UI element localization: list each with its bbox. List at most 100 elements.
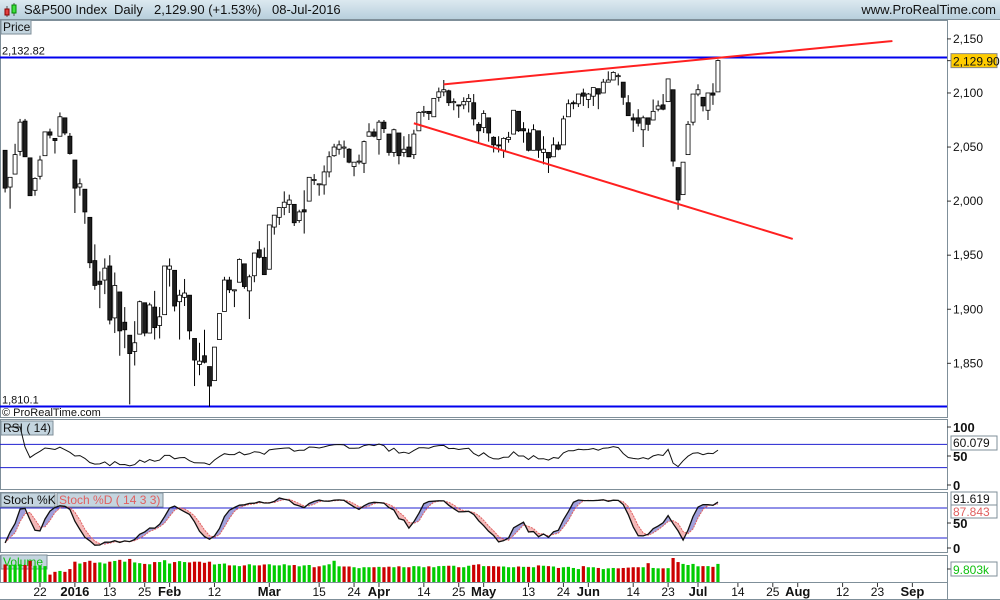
candle[interactable] xyxy=(261,256,267,276)
candle[interactable] xyxy=(197,360,202,365)
candle[interactable] xyxy=(306,176,312,202)
candle[interactable] xyxy=(341,146,347,149)
candle[interactable] xyxy=(271,214,277,228)
candle[interactable] xyxy=(32,178,38,191)
candle[interactable] xyxy=(386,133,392,153)
candle[interactable] xyxy=(635,117,641,124)
candle[interactable] xyxy=(182,292,187,298)
candle[interactable] xyxy=(227,279,232,291)
candle[interactable] xyxy=(521,128,526,132)
candle[interactable] xyxy=(715,60,721,93)
candle[interactable] xyxy=(466,97,472,103)
candle[interactable] xyxy=(177,294,182,303)
candle[interactable] xyxy=(366,131,372,137)
candle[interactable] xyxy=(675,167,681,201)
candle[interactable] xyxy=(142,302,148,334)
candle[interactable] xyxy=(660,104,666,110)
candle[interactable] xyxy=(381,121,387,130)
candle[interactable] xyxy=(222,279,227,312)
candle[interactable] xyxy=(172,269,177,307)
candle[interactable] xyxy=(291,203,297,224)
candle[interactable] xyxy=(107,265,113,321)
candle[interactable] xyxy=(486,117,492,134)
candle[interactable] xyxy=(700,96,706,107)
candle[interactable] xyxy=(605,79,611,83)
candle[interactable] xyxy=(246,276,252,292)
candle[interactable] xyxy=(566,103,571,118)
candle[interactable] xyxy=(680,161,686,196)
candle[interactable] xyxy=(217,313,222,340)
candle[interactable] xyxy=(371,131,377,137)
candle[interactable] xyxy=(391,129,397,153)
candle[interactable] xyxy=(207,366,212,387)
candle[interactable] xyxy=(625,102,631,117)
candle[interactable] xyxy=(311,179,317,181)
candle[interactable] xyxy=(531,129,536,151)
candle[interactable] xyxy=(421,110,427,113)
candle[interactable] xyxy=(236,259,242,283)
candle[interactable] xyxy=(62,117,68,134)
candle[interactable] xyxy=(536,130,541,151)
candle[interactable] xyxy=(57,116,63,137)
candle[interactable] xyxy=(670,89,676,162)
candle[interactable] xyxy=(640,117,646,131)
candle[interactable] xyxy=(316,183,322,186)
candle[interactable] xyxy=(650,110,656,121)
candle[interactable] xyxy=(82,188,88,213)
candle[interactable] xyxy=(326,156,332,173)
candle[interactable] xyxy=(590,87,596,97)
candle[interactable] xyxy=(336,144,342,150)
candle[interactable] xyxy=(162,265,168,316)
candle[interactable] xyxy=(441,89,447,93)
candle[interactable] xyxy=(266,224,272,270)
candle[interactable] xyxy=(132,342,138,352)
candle[interactable] xyxy=(376,121,382,140)
candle[interactable] xyxy=(690,93,696,123)
candle[interactable] xyxy=(67,135,73,154)
candle[interactable] xyxy=(37,159,43,177)
candle[interactable] xyxy=(615,75,621,78)
candle[interactable] xyxy=(296,211,302,221)
candle[interactable] xyxy=(192,338,197,361)
candle[interactable] xyxy=(27,157,33,197)
candle[interactable] xyxy=(202,355,207,363)
candle[interactable] xyxy=(7,176,13,188)
candle[interactable] xyxy=(580,92,586,97)
candle[interactable] xyxy=(331,146,337,157)
candle[interactable] xyxy=(112,285,118,319)
candle[interactable] xyxy=(436,91,442,98)
candle[interactable] xyxy=(411,133,417,156)
candle[interactable] xyxy=(212,346,217,382)
candle[interactable] xyxy=(595,88,601,95)
candle[interactable] xyxy=(655,105,661,110)
candle[interactable] xyxy=(346,148,352,163)
candle[interactable] xyxy=(42,131,48,157)
candle[interactable] xyxy=(17,121,23,152)
candle[interactable] xyxy=(645,117,651,125)
candle[interactable] xyxy=(451,101,457,104)
candle[interactable] xyxy=(496,144,502,147)
candle[interactable] xyxy=(570,102,576,105)
candle[interactable] xyxy=(501,137,507,151)
candle[interactable] xyxy=(251,252,257,277)
candle[interactable] xyxy=(665,78,671,103)
candle[interactable] xyxy=(232,289,237,292)
candle[interactable] xyxy=(695,89,701,95)
candle[interactable] xyxy=(102,267,108,281)
candle[interactable] xyxy=(456,104,462,107)
trendline[interactable] xyxy=(413,122,794,240)
candle[interactable] xyxy=(47,131,53,136)
candle[interactable] xyxy=(476,123,482,132)
candle[interactable] xyxy=(471,102,477,120)
candle[interactable] xyxy=(630,117,636,121)
candle[interactable] xyxy=(416,112,422,132)
candle[interactable] xyxy=(516,110,521,132)
candle[interactable] xyxy=(401,148,407,153)
candle[interactable] xyxy=(585,93,591,100)
candle[interactable] xyxy=(396,132,402,157)
candle[interactable] xyxy=(87,216,93,264)
candle[interactable] xyxy=(301,209,307,213)
candle[interactable] xyxy=(286,199,292,205)
candle[interactable] xyxy=(511,109,516,135)
